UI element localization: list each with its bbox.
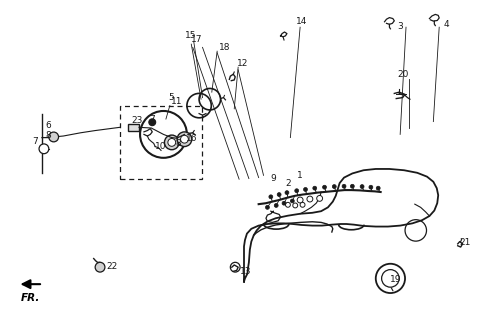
Circle shape [282,201,286,205]
Circle shape [177,132,192,147]
Text: 21: 21 [460,238,471,247]
Circle shape [307,196,313,202]
Text: 5: 5 [168,93,174,102]
Circle shape [293,203,298,208]
Text: 16: 16 [186,134,198,143]
Circle shape [181,135,188,143]
Circle shape [376,186,380,190]
Circle shape [295,189,299,193]
Text: 7: 7 [149,116,155,124]
Text: 9: 9 [271,174,277,183]
Circle shape [277,193,281,196]
Circle shape [285,202,290,207]
Text: 6: 6 [46,121,52,130]
Circle shape [313,186,317,190]
Circle shape [297,197,303,203]
Circle shape [39,144,49,154]
Polygon shape [128,124,139,131]
Text: 2: 2 [285,179,291,188]
Text: 20: 20 [398,70,409,79]
Text: 23: 23 [132,116,143,125]
Text: 1: 1 [297,171,303,180]
Circle shape [168,139,176,146]
Circle shape [149,119,156,126]
Text: 19: 19 [390,275,402,284]
Circle shape [304,188,307,191]
Text: 14: 14 [296,17,307,26]
Circle shape [164,135,179,150]
Circle shape [274,204,278,207]
Circle shape [369,185,373,189]
Text: 18: 18 [219,43,230,52]
Text: 12: 12 [237,59,248,68]
Text: 22: 22 [106,262,118,271]
Circle shape [49,132,59,142]
Text: 10: 10 [155,142,167,151]
Text: 8: 8 [45,132,51,140]
Text: FR.: FR. [21,293,41,303]
Text: 11: 11 [171,97,183,106]
Text: 17: 17 [191,35,203,44]
Circle shape [95,262,105,272]
Circle shape [285,191,289,195]
Circle shape [360,185,364,188]
Text: 13: 13 [240,267,252,276]
Circle shape [300,202,305,207]
Circle shape [290,199,294,203]
Text: 4: 4 [443,20,449,29]
Circle shape [269,195,273,199]
Circle shape [350,184,354,188]
Text: 7: 7 [32,137,38,146]
FancyArrowPatch shape [22,280,40,288]
Circle shape [332,185,336,188]
Circle shape [342,184,346,188]
Text: 3: 3 [398,22,404,31]
Circle shape [265,205,269,209]
Text: 8: 8 [176,139,182,148]
Text: 15: 15 [184,31,196,40]
Circle shape [317,196,323,201]
Circle shape [323,185,326,189]
